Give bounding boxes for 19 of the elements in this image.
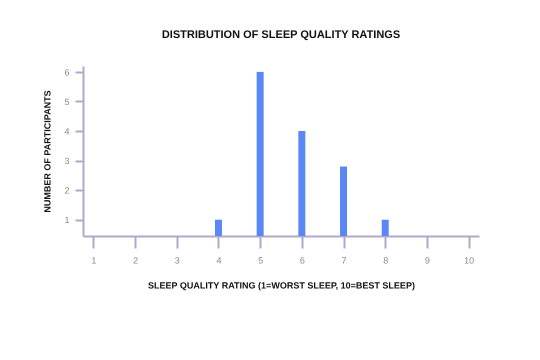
y-tick-label: 4 [64,126,70,137]
x-tick-label: 6 [300,256,305,266]
x-axis-title: SLEEP QUALITY RATING (1=WORST SLEEP, 10=BEST SLEEP) [148,280,415,290]
y-tick-label: 6 [64,67,70,78]
y-tick-label: 5 [64,96,70,107]
y-axis-title: NUMBER OF PARTICIPANTS [42,90,52,213]
x-tick-label: 1 [91,256,96,266]
x-tick-label: 9 [424,256,430,266]
y-tick-label: 1 [64,215,70,226]
x-tick-label: 5 [258,256,264,266]
x-tick-label: 3 [174,256,180,266]
x-tick-label: 2 [133,256,138,266]
y-tick-label: 3 [64,156,70,166]
x-tick-label: 7 [342,256,347,266]
x-tick-label: 8 [383,256,388,266]
x-tick-label: 10 [464,256,474,266]
y-tick-label: 2 [64,186,70,196]
x-tick-label: 4 [216,256,222,266]
chart-title: DISTRIBUTION OF SLEEP QUALITY RATINGS [162,29,400,41]
